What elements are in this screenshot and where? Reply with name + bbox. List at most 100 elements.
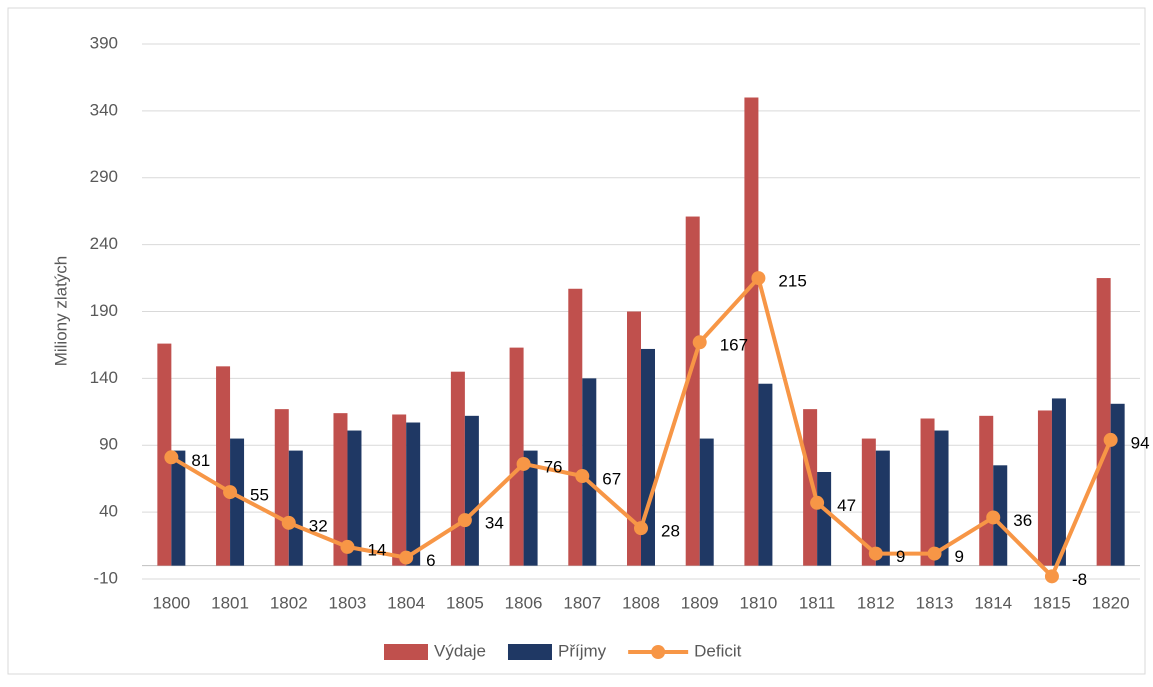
bar: [406, 422, 421, 566]
bar: [568, 288, 583, 566]
bar: [450, 371, 465, 566]
x-tick-label: 1802: [270, 593, 308, 612]
data-label: 67: [602, 469, 621, 488]
line-point: [223, 485, 238, 500]
x-tick-label: 1808: [622, 593, 660, 612]
bar: [627, 311, 641, 566]
line-point: [692, 335, 707, 350]
data-label: 28: [661, 522, 680, 541]
y-axis-label: Miliony zlatých: [51, 256, 70, 367]
y-tick-label: 340: [90, 100, 118, 119]
bar: [288, 450, 303, 566]
line-point: [634, 521, 648, 536]
bar: [758, 383, 773, 566]
data-label: 94: [1131, 433, 1150, 452]
bar: [582, 378, 597, 566]
line-point: [516, 456, 531, 471]
x-tick-label: 1820: [1092, 593, 1130, 612]
x-tick-label: 1810: [739, 593, 777, 612]
data-label: 9: [955, 547, 964, 566]
bar: [817, 472, 832, 566]
x-tick-label: 1804: [387, 593, 425, 612]
bar: [803, 409, 818, 566]
data-label: 55: [250, 486, 269, 505]
data-label: 9: [896, 547, 905, 566]
bar: [1037, 410, 1052, 566]
line-point: [986, 510, 1001, 525]
bar: [274, 409, 289, 566]
bar: [699, 438, 714, 566]
x-tick-label: 1812: [857, 593, 895, 612]
y-tick-label: -10: [93, 568, 118, 587]
bar: [920, 418, 935, 566]
bar: [347, 430, 362, 566]
data-label: 34: [485, 514, 504, 533]
line-point: [868, 546, 883, 561]
data-label: 36: [1013, 511, 1032, 530]
x-tick-label: 1815: [1033, 593, 1071, 612]
bar: [157, 343, 172, 566]
line-point: [1103, 432, 1118, 447]
line-point: [1044, 569, 1059, 584]
x-tick-label: 1803: [329, 593, 367, 612]
data-label: 6: [426, 551, 435, 570]
line-point: [164, 450, 179, 465]
bar: [744, 97, 759, 566]
x-tick-label: 1813: [916, 593, 954, 612]
line-point: [575, 469, 590, 484]
legend-label: Výdaje: [434, 641, 486, 660]
x-tick-label: 1809: [681, 593, 719, 612]
y-tick-label: 290: [90, 167, 118, 186]
data-label: 32: [309, 516, 328, 535]
x-tick-label: 1806: [505, 593, 543, 612]
bar: [993, 465, 1008, 566]
x-tick-label: 1814: [974, 593, 1012, 612]
x-tick-label: 1800: [152, 593, 190, 612]
line-point: [457, 513, 472, 528]
data-label: 81: [191, 451, 210, 470]
legend-swatch: [507, 644, 552, 660]
bar: [509, 347, 524, 566]
data-label: 47: [837, 496, 856, 515]
legend-label: Příjmy: [558, 641, 607, 660]
bar: [685, 216, 700, 566]
data-label: -8: [1072, 570, 1087, 589]
legend-swatch: [384, 644, 428, 660]
bar: [392, 414, 407, 566]
y-tick-label: 90: [99, 435, 118, 454]
bar: [1096, 278, 1111, 566]
x-tick-label: 1801: [211, 593, 249, 612]
x-tick-label: 1811: [799, 593, 836, 612]
bar: [1110, 403, 1125, 566]
legend-swatch: [651, 645, 666, 659]
line-point: [751, 271, 766, 286]
y-tick-label: 390: [90, 33, 118, 52]
bar: [230, 438, 245, 566]
bar: [216, 366, 231, 566]
line-point: [281, 515, 296, 530]
line-point: [399, 550, 414, 565]
bar: [464, 415, 479, 566]
data-label: 167: [720, 336, 748, 355]
bar: [1051, 398, 1066, 566]
line-point: [340, 539, 355, 554]
data-label: 215: [778, 272, 806, 291]
bar: [861, 438, 876, 566]
legend-label: Deficit: [694, 641, 742, 660]
bar: [171, 450, 186, 566]
y-tick-label: 140: [90, 368, 118, 387]
line-point: [810, 495, 825, 510]
bar: [875, 450, 890, 566]
bar: [979, 415, 994, 566]
bar: [523, 450, 538, 566]
line-point: [927, 546, 942, 561]
y-tick-label: 40: [99, 502, 118, 521]
bar: [333, 413, 348, 566]
bar: [934, 430, 949, 566]
x-tick-label: 1805: [446, 593, 484, 612]
y-tick-label: 240: [90, 234, 118, 253]
y-tick-label: 190: [90, 301, 118, 320]
x-tick-label: 1807: [563, 593, 601, 612]
data-label: 14: [367, 540, 386, 559]
